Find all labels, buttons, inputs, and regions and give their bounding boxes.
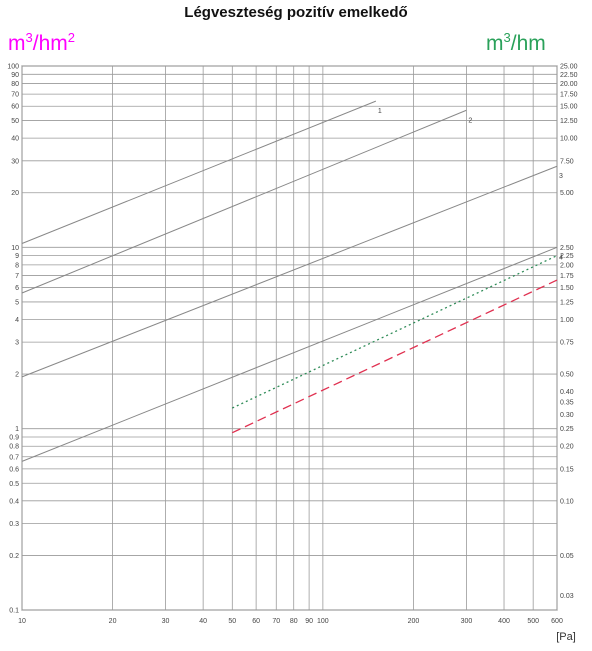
y-left-tick-label: 1 <box>15 426 19 433</box>
y-left-tick-label: 60 <box>11 104 19 111</box>
y-left-tick-label: 3 <box>15 340 19 347</box>
y-left-tick-label: 100 <box>7 64 19 71</box>
y-left-tick-label: 9 <box>15 253 19 260</box>
chart-title: Légveszteség pozitív emelkedő <box>184 4 408 21</box>
series-line-extra-5 <box>232 279 558 434</box>
x-tick-label: 80 <box>290 618 298 625</box>
y-right-tick-label: 0.75 <box>560 340 574 347</box>
x-unit-label: [Pa] <box>556 631 576 643</box>
y-right-tick-label: 1.00 <box>560 317 574 324</box>
y-left-unit-label: m3/hm2 <box>8 30 75 55</box>
y-left-tick-label: 50 <box>11 118 19 125</box>
y-right-tick-label: 1.75 <box>560 273 574 280</box>
y-left-tick-label: 5 <box>15 299 19 306</box>
y-left-tick-label: 2 <box>15 372 19 379</box>
x-tick-label: 60 <box>252 618 260 625</box>
y-left-tick-label: 0.2 <box>9 553 19 560</box>
y-left-tick-label: 4 <box>15 317 19 324</box>
y-right-tick-label: 2.25 <box>560 253 574 260</box>
y-right-tick-label: 0.15 <box>560 466 574 473</box>
y-left-tick-label: 0.7 <box>9 454 19 461</box>
y-right-tick-label: 0.03 <box>560 593 574 600</box>
y-right-tick-label: 20.00 <box>560 81 578 88</box>
y-left-tick-label: 40 <box>11 136 19 143</box>
curve-label: 1 <box>378 108 382 115</box>
y-right-unit-label: m3/hm <box>486 30 546 55</box>
y-right-tick-label: 5.00 <box>560 190 574 197</box>
y-right-tick-label: 1.25 <box>560 299 574 306</box>
x-tick-label: 50 <box>228 618 236 625</box>
y-right-tick-label: 10.00 <box>560 136 578 143</box>
x-tick-label: 70 <box>272 618 280 625</box>
x-tick-label: 200 <box>408 618 420 625</box>
y-left-tick-label: 20 <box>11 190 19 197</box>
y-left-tick-label: 70 <box>11 92 19 99</box>
y-left-tick-label: 80 <box>11 81 19 88</box>
curve-label: 4 <box>559 254 563 261</box>
y-right-tick-label: 15.00 <box>560 104 578 111</box>
x-tick-label: 20 <box>109 618 117 625</box>
y-right-tick-label: 12.50 <box>560 118 578 125</box>
y-right-tick-label: 0.30 <box>560 412 574 419</box>
x-tick-label: 600 <box>551 618 563 625</box>
y-left-tick-label: 0.5 <box>9 481 19 488</box>
y-left-tick-label: 0.6 <box>9 466 19 473</box>
x-tick-label: 500 <box>527 618 539 625</box>
y-right-tick-label: 22.50 <box>560 72 578 79</box>
series-line-4 <box>21 246 558 462</box>
y-left-tick-label: 7 <box>15 273 19 280</box>
y-left-tick-label: 0.9 <box>9 434 19 441</box>
y-right-tick-label: 2.50 <box>560 245 574 252</box>
y-left-tick-label: 8 <box>15 262 19 269</box>
y-right-tick-label: 17.50 <box>560 92 578 99</box>
y-right-tick-label: 0.20 <box>560 444 574 451</box>
y-right-tick-label: 2.00 <box>560 262 574 269</box>
x-tick-label: 300 <box>461 618 473 625</box>
y-left-tick-label: 6 <box>15 285 19 292</box>
y-right-tick-label: 0.40 <box>560 389 574 396</box>
y-left-tick-label: 0.3 <box>9 521 19 528</box>
curve-label: 2 <box>468 117 472 124</box>
x-tick-label: 100 <box>317 618 329 625</box>
y-right-tick-label: 1.50 <box>560 285 574 292</box>
series-line-3 <box>21 165 558 378</box>
y-left-tick-label: 10 <box>11 245 19 252</box>
x-tick-label: 10 <box>18 618 26 625</box>
y-right-tick-label: 0.35 <box>560 400 574 407</box>
series-line-2 <box>21 109 467 294</box>
y-left-tick-label: 0.1 <box>9 608 19 615</box>
series-line-1 <box>21 100 377 244</box>
x-tick-label: 40 <box>199 618 207 625</box>
y-left-tick-label: 0.4 <box>9 498 19 505</box>
x-tick-label: 30 <box>162 618 170 625</box>
plot-frame <box>21 65 558 611</box>
y-right-tick-label: 7.50 <box>560 158 574 165</box>
y-right-tick-label: 0.05 <box>560 553 574 560</box>
y-right-tick-label: 0.50 <box>560 372 574 379</box>
y-right-tick-label: 25.00 <box>560 64 578 71</box>
y-left-tick-label: 0.8 <box>9 444 19 451</box>
series-line-extra-4 <box>232 255 558 409</box>
x-tick-label: 400 <box>498 618 510 625</box>
x-tick-label: 90 <box>305 618 313 625</box>
y-left-tick-label: 30 <box>11 158 19 165</box>
curve-label: 3 <box>559 173 563 180</box>
y-right-tick-label: 0.10 <box>560 498 574 505</box>
y-left-tick-label: 90 <box>11 72 19 79</box>
y-right-tick-label: 0.25 <box>560 426 574 433</box>
